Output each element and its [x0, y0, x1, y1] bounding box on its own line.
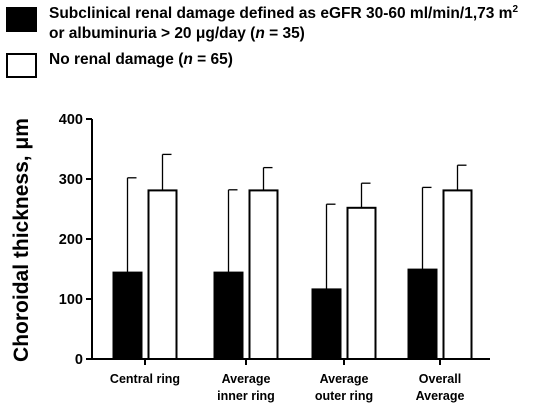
y-tick-label: 0 [75, 352, 83, 368]
legend-label-text: No renal damage ( [49, 51, 184, 68]
legend-item-renal-damage: Subclinical renal damage defined as eGFR… [6, 4, 546, 44]
legend-label-n-value: = 35) [264, 25, 305, 42]
x-tick-label: Central ring [110, 372, 180, 386]
bar-renal-damage [407, 268, 438, 361]
y-axis: 0 100 200 300 400 [59, 112, 93, 368]
x-axis: Central ring Average inner ring Average oute… [92, 358, 490, 403]
legend-label-n-value: = 65) [192, 51, 233, 68]
x-tick-label: Overall Average [416, 372, 465, 403]
bar-renal-damage [311, 288, 342, 360]
legend-label-n: n [183, 51, 193, 68]
y-tick-label: 200 [59, 232, 83, 248]
legend-item-no-renal-damage: No renal damage (n = 65) [6, 50, 546, 78]
bar-no-renal-damage [442, 189, 473, 360]
bar-no-renal-damage [147, 189, 178, 360]
legend: Subclinical renal damage defined as eGFR… [6, 4, 546, 84]
bar-renal-damage [112, 271, 143, 361]
x-tick-label: Average inner ring [217, 372, 275, 403]
y-tick-label: 400 [59, 112, 83, 128]
legend-swatch-black [6, 7, 37, 32]
legend-label-line1: Subclinical renal damage defined as eGFR… [49, 5, 513, 22]
legend-label-line2: or albuminuria > 20 μg/day ( [49, 25, 256, 42]
legend-label-sup: 2 [512, 3, 519, 15]
legend-swatch-white [6, 53, 37, 78]
legend-label-no-renal-damage: No renal damage (n = 65) [49, 50, 233, 70]
x-tick-label: Average outer ring [315, 372, 373, 403]
y-tick-label: 100 [59, 292, 83, 308]
legend-label-renal-damage: Subclinical renal damage defined as eGFR… [49, 4, 518, 44]
legend-label-n: n [255, 25, 265, 42]
bar-no-renal-damage [248, 189, 279, 360]
bar-no-renal-damage [346, 206, 377, 360]
bar-renal-damage [213, 271, 244, 361]
y-axis-title: Choroidal thickness, μm [10, 118, 33, 362]
bars [112, 153, 473, 361]
y-tick-label: 300 [59, 172, 83, 188]
